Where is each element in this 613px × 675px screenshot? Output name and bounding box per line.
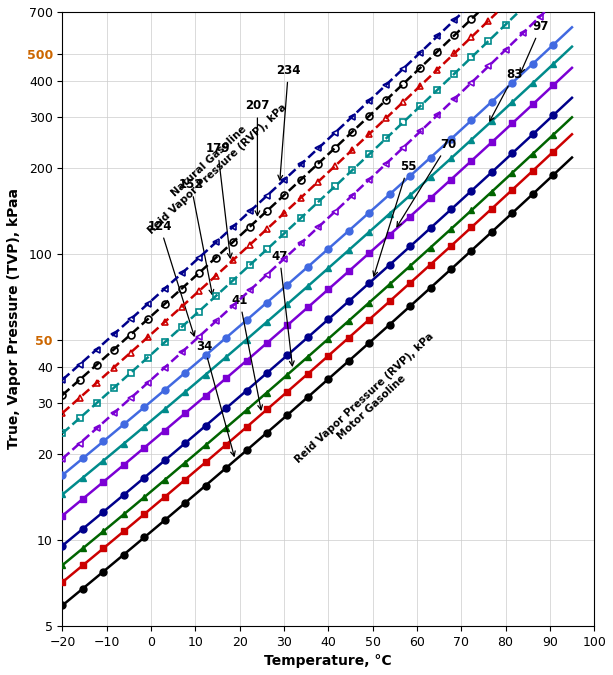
Text: 41: 41 [232, 294, 262, 410]
Y-axis label: True, Vapor Pressure (TVP), kPaa: True, Vapor Pressure (TVP), kPaa [7, 188, 21, 450]
Text: 179: 179 [205, 142, 232, 258]
Text: 55: 55 [373, 160, 416, 276]
Text: Reid Vapor Pressure (RVP), kPa
Motor Gasoline: Reid Vapor Pressure (RVP), kPa Motor Gas… [293, 331, 443, 474]
X-axis label: Temperature, °C: Temperature, °C [264, 654, 392, 668]
Text: 97: 97 [520, 20, 549, 73]
Text: 70: 70 [397, 138, 456, 227]
Text: 124: 124 [148, 219, 195, 336]
Text: 207: 207 [245, 99, 270, 215]
Text: 83: 83 [490, 68, 522, 121]
Text: 47: 47 [272, 250, 294, 366]
Text: 34: 34 [196, 340, 235, 456]
Text: 152: 152 [179, 178, 214, 294]
Text: Natural Gasoline
Reid Vapor Pressure (RVP), kPa: Natural Gasoline Reid Vapor Pressure (RV… [138, 94, 288, 236]
Text: 234: 234 [276, 64, 300, 180]
